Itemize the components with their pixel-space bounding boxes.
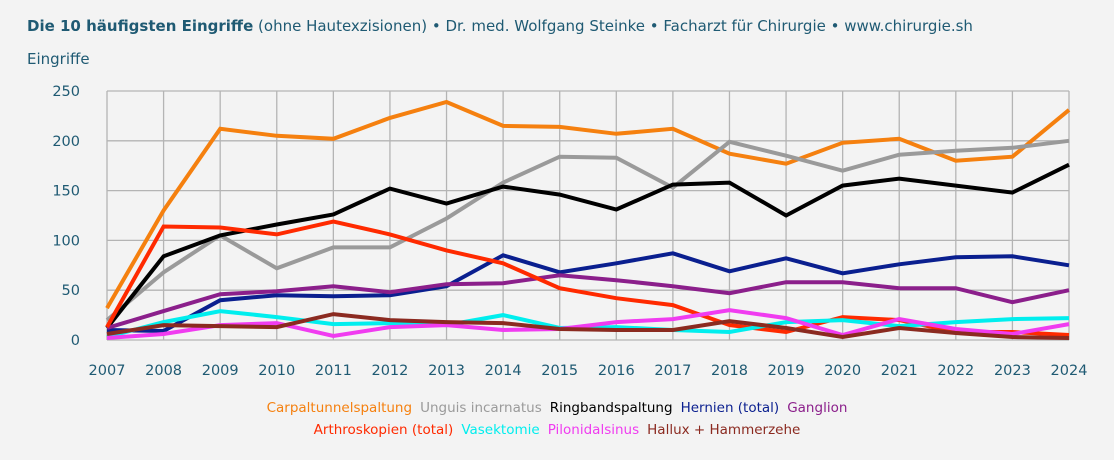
legend: Carpaltunnelspaltung Unguis incarnatus Rin…: [0, 397, 1114, 441]
series-line-carpaltunnelspaltung: [105, 99, 1071, 310]
x-tick-label: 2013: [428, 363, 465, 379]
x-tick-label: 2020: [824, 363, 861, 379]
x-tick-label: 2009: [202, 363, 239, 379]
chart-title-rest: (ohne Hautexzisionen) • Dr. med. Wolfgan…: [258, 17, 973, 35]
series-line-ganglion: [106, 273, 1070, 330]
x-tick-label: 2018: [711, 363, 748, 379]
chart-title: Die 10 häufigsten Eingriffe (ohne Hautex…: [27, 17, 973, 35]
legend-item: Hernien (total): [680, 400, 780, 416]
x-tick-label: 2010: [258, 363, 295, 379]
x-tick-label: 2023: [994, 363, 1031, 379]
y-tick-label: 50: [62, 283, 80, 299]
series-line-pilonidalsinus: [106, 308, 1070, 340]
legend-item: Hallux + Hammerzehe: [647, 422, 801, 438]
y-tick-label: 250: [52, 84, 80, 100]
legend-item: Unguis incarnatus: [420, 400, 542, 416]
x-tick-label: 2017: [654, 363, 691, 379]
x-tick-label: 2012: [371, 363, 408, 379]
y-tick-label: 100: [52, 233, 80, 249]
legend-row: Arthroskopien (total) Vasektomie Pilonidal…: [0, 419, 1114, 441]
chart-title-bold: Die 10 häufigsten Eingriffe: [27, 17, 254, 35]
legend-item: Carpaltunnelspaltung: [266, 400, 413, 416]
x-tick-label: 2016: [598, 363, 635, 379]
x-tick-label: 2007: [89, 363, 126, 379]
x-tick-label: 2024: [1051, 363, 1088, 379]
x-tick-label: 2019: [768, 363, 805, 379]
series-line-hernien-total-: [106, 251, 1070, 334]
x-tick-label: 2008: [145, 363, 182, 379]
series-line-unguis-incarnatus: [105, 138, 1070, 322]
x-tick-label: 2022: [937, 363, 974, 379]
y-tick-label: 150: [52, 184, 80, 200]
x-tick-label: 2011: [315, 363, 352, 379]
legend-item: Arthroskopien (total): [313, 422, 454, 438]
series-line-ringbandspaltung: [105, 162, 1070, 330]
legend-item: Ganglion: [787, 400, 848, 416]
x-tick-label: 2015: [541, 363, 578, 379]
legend-item: Pilonidalsinus: [547, 422, 640, 438]
y-tick-label: 0: [71, 333, 80, 349]
legend-item: Vasektomie: [461, 422, 540, 438]
y-axis-label: Eingriffe: [27, 50, 90, 68]
legend-row: Carpaltunnelspaltung Unguis incarnatus Rin…: [0, 397, 1114, 419]
series-line-hallux-hammerzehe: [106, 312, 1070, 340]
x-tick-label: 2014: [485, 363, 522, 379]
legend-item: Ringbandspaltung: [549, 400, 673, 416]
x-tick-label: 2021: [881, 363, 918, 379]
y-tick-label: 200: [52, 134, 80, 150]
